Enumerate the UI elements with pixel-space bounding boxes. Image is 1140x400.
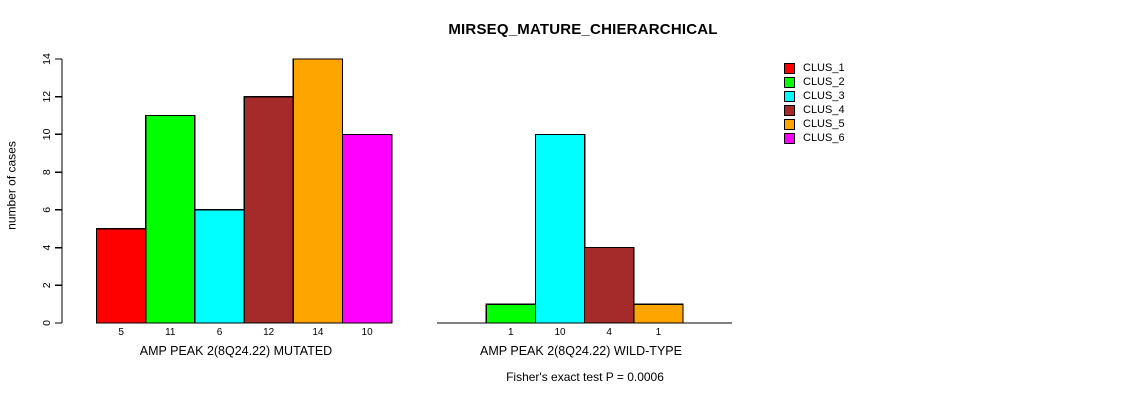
y-tick-label: 12 — [41, 91, 53, 103]
chart-title: MIRSEQ_MATURE_CHIERARCHICAL — [448, 21, 718, 38]
y-tick-label: 14 — [41, 53, 53, 65]
legend-swatch-clus_4 — [784, 104, 795, 116]
legend-swatch-clus_2 — [784, 76, 795, 88]
x-axis-label-mutated: AMP PEAK 2(8Q24.22) MUTATED — [139, 344, 333, 358]
legend-label: CLUS_3 — [803, 89, 845, 102]
bar-value-label: 4 — [606, 327, 612, 338]
x-axis-label-wildtype: AMP PEAK 2(8Q24.22) WILD-TYPE — [480, 344, 682, 358]
legend-swatch-clus_1 — [784, 62, 795, 74]
bar-value-label: 6 — [217, 327, 223, 338]
legend: CLUS_1 CLUS_2 CLUS_3 CLUS_4 CLUS_5 CLUS_6 — [784, 61, 845, 146]
bar-clus_4 — [243, 96, 294, 324]
bar-value-label: 12 — [263, 327, 275, 338]
legend-swatch-clus_5 — [784, 118, 795, 130]
legend-label: CLUS_4 — [803, 103, 845, 116]
y-tick-label: 0 — [41, 320, 53, 326]
y-tick-label: 2 — [41, 282, 53, 288]
bar-clus_1 — [95, 228, 147, 324]
legend-swatch-clus_3 — [784, 90, 795, 102]
bar-value-label: 1 — [656, 327, 662, 338]
bar-clus_2 — [485, 303, 537, 324]
bar-clus_3 — [194, 209, 245, 324]
legend-item-clus_4: CLUS_4 — [784, 103, 845, 117]
legend-label: CLUS_2 — [803, 75, 845, 88]
bar-value-label: 1 — [508, 327, 514, 338]
legend-item-clus_5: CLUS_5 — [784, 117, 845, 131]
bar-clus_5 — [633, 303, 684, 324]
legend-item-clus_2: CLUS_2 — [784, 75, 845, 89]
legend-item-clus_3: CLUS_3 — [784, 89, 845, 103]
y-tick-label: 10 — [41, 128, 53, 140]
bar-clus_2 — [145, 114, 196, 324]
bar-value-label: 11 — [165, 327, 176, 338]
bar-value-label: 10 — [554, 327, 566, 338]
bar-value-label: 10 — [362, 327, 374, 338]
bar-clus_6 — [341, 133, 393, 324]
bar-value-label: 14 — [312, 327, 324, 338]
legend-label: CLUS_6 — [803, 132, 845, 145]
bar-clus_5 — [292, 58, 344, 324]
legend-item-clus_6: CLUS_6 — [784, 131, 845, 145]
legend-swatch-clus_6 — [784, 133, 795, 145]
bar-clus_3 — [534, 133, 586, 324]
bar-value-label: 5 — [118, 327, 124, 338]
y-tick-label: 6 — [41, 207, 53, 213]
legend-label: CLUS_1 — [803, 61, 845, 74]
legend-label: CLUS_5 — [803, 117, 845, 130]
y-tick-label: 8 — [41, 169, 53, 175]
y-tick-label: 4 — [41, 244, 53, 250]
legend-item-clus_1: CLUS_1 — [784, 61, 845, 75]
fisher-test-annotation: Fisher's exact test P = 0.0006 — [506, 370, 664, 384]
bar-clus_4 — [583, 246, 635, 324]
